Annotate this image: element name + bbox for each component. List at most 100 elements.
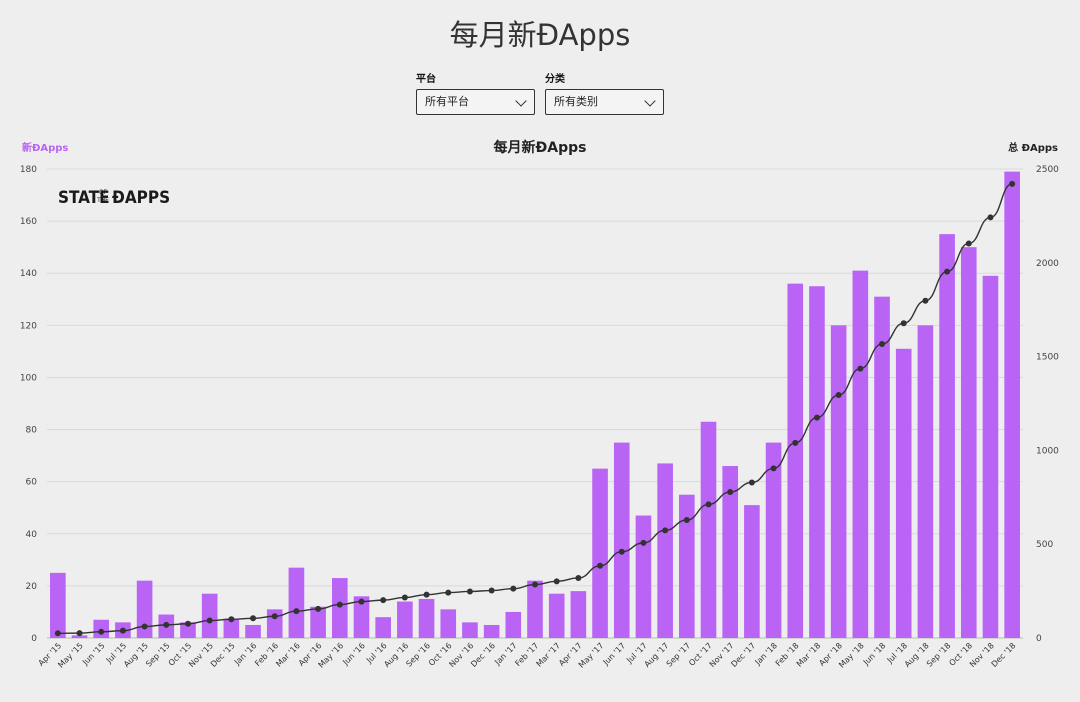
line-point [488,587,495,594]
bar [852,270,869,638]
bar [679,494,695,638]
bar [592,468,608,638]
bar [548,593,565,638]
bar [895,348,912,638]
x-tick-label: Dec '15 [209,641,237,669]
line-point [445,589,452,596]
line-point [163,621,170,628]
category-select[interactable]: 所有类别 [545,89,664,115]
bar [765,442,782,638]
line-point [466,588,473,595]
bar [483,624,500,638]
bar [960,247,977,638]
bar [462,622,478,638]
category-filter-label: 分类 [545,74,565,85]
bar [1004,171,1020,638]
line-point [965,240,972,247]
line-point [380,597,387,604]
x-tick-label: Mar '16 [274,641,302,669]
y-left-tick-label: 180 [20,165,37,175]
bar [830,325,847,638]
y-right-tick-label: 2500 [1036,165,1059,175]
bar [375,617,391,638]
line-point [705,501,712,508]
x-tick-label: Mar '17 [535,641,563,669]
x-tick-label: Jun '16 [340,641,366,667]
line-point [54,630,61,637]
bar [613,442,630,638]
logo-text: ĐAPPS [112,188,170,208]
platform-filter: 平台 所有平台 [416,70,535,115]
bar [722,466,739,638]
bar [331,578,348,638]
monthly-dapps-chart: 0 20 40 60 80 100 120 140 160 180 0 500 1000 1500 2000… [20,139,1059,670]
x-tick-label: Jun '18 [861,641,887,667]
x-tick-label: Sep '16 [404,641,432,669]
logo-text: THE [96,196,109,204]
line-point [1009,180,1016,187]
bar [397,601,413,638]
line-point [879,341,886,348]
line-point [250,615,257,622]
line-point [618,548,625,555]
bar [505,611,522,638]
bar [657,463,673,638]
y-right-tick-label: 1500 [1036,353,1059,363]
y-right-label: 总 ĐApps [1008,141,1058,154]
bar [917,325,934,638]
line-point [76,630,83,637]
bar [353,596,370,638]
line-point [98,628,105,635]
bar [700,421,717,638]
y-left-label: 新ĐApps [22,141,68,154]
y-left-tick-label: 0 [31,634,37,644]
y-left-tick-label: 140 [20,269,37,279]
line-point [510,585,517,592]
x-tick-label: Sep '18 [925,641,953,669]
line-point [575,574,582,581]
logo-text: STATE [58,188,110,208]
x-tick-label: Jun '15 [80,641,106,667]
line-point [770,465,777,472]
line-point [184,620,191,627]
bar [874,296,890,638]
bar [180,622,196,638]
bar [136,580,153,638]
line-point [206,617,213,624]
page-title: 每月新ĐApps [449,18,631,52]
category-filter: 分类 所有类别 [545,70,664,115]
bar [939,234,955,638]
y-right-tick-label: 0 [1036,634,1042,644]
line-point [141,623,148,630]
y-left-tick-label: 60 [26,478,38,488]
bar [744,505,760,638]
x-tick-label: Jun '17 [601,641,627,667]
x-tick-label: Sep '15 [144,641,172,669]
x-tick-label: Dec '16 [469,641,497,669]
x-tick-label: Sep '17 [665,641,693,669]
bar [982,275,999,638]
logo-text: OF [99,188,108,196]
line-point [358,598,365,605]
bar [201,593,218,638]
bar [288,567,305,638]
x-tick-label: Mar '18 [795,641,823,669]
line-point [336,601,343,608]
bar [71,635,88,638]
bar [635,515,652,638]
line-point [640,539,647,546]
line-point [315,605,322,612]
bar [245,624,261,638]
line-point [857,365,864,372]
bar [418,598,435,638]
category-select-value: 所有类别 [554,95,598,108]
line-point [532,581,538,588]
line-point [553,578,560,585]
line-point [900,320,907,327]
platform-select-value: 所有平台 [425,95,469,108]
platform-select[interactable]: 所有平台 [416,89,535,115]
line-point [119,627,126,634]
total-dapps-line [57,183,1013,635]
line-point [228,616,235,623]
